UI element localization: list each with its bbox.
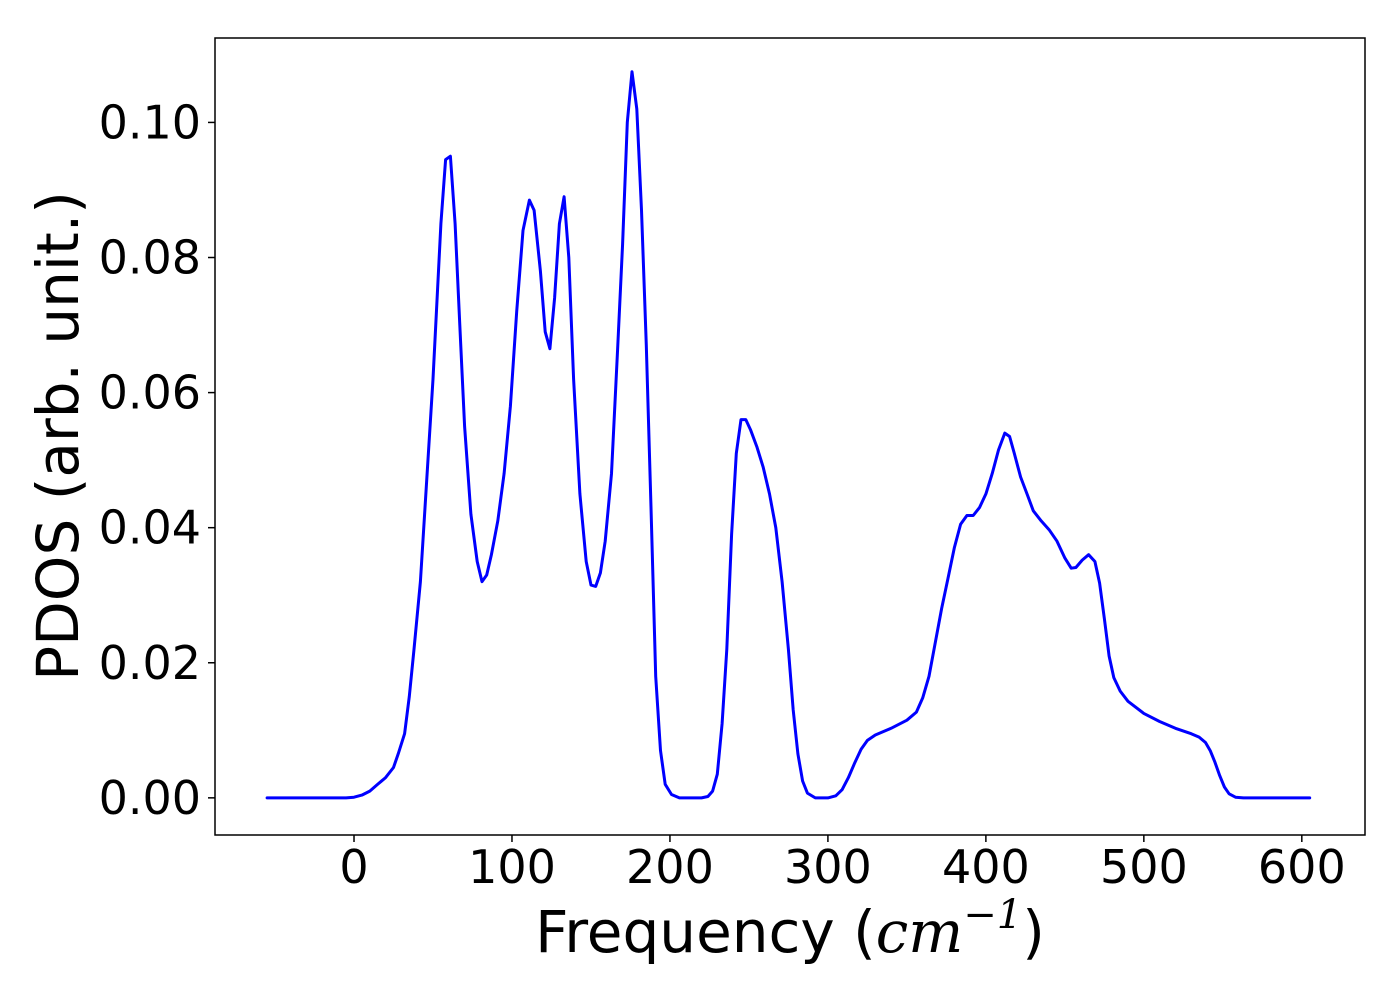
pdos-series-line xyxy=(265,70,1312,800)
y-tick-label: 0.10 xyxy=(99,95,201,149)
x-tick-label: 500 xyxy=(1100,840,1188,894)
x-tick-label: 600 xyxy=(1258,840,1346,894)
x-axis-ticks: 0 100 200 300 400 500 600 xyxy=(339,835,1346,894)
y-tick-label: 0.02 xyxy=(99,636,201,690)
plot-area-frame xyxy=(214,37,1366,836)
series-layer xyxy=(265,70,1312,800)
x-tick-label: 400 xyxy=(942,840,1030,894)
y-tick-label: 0.08 xyxy=(99,231,201,285)
y-axis-title: PDOS (arb. unit.) xyxy=(24,191,92,681)
x-tick-label: 0 xyxy=(339,840,368,894)
y-axis-ticks: 0.00 0.02 0.04 0.06 0.08 0.10 xyxy=(99,95,215,825)
x-tick-label: 100 xyxy=(468,840,556,894)
y-tick-label: 0.04 xyxy=(99,501,201,555)
x-tick-label: 300 xyxy=(784,840,872,894)
x-tick-label: 200 xyxy=(626,840,714,894)
x-axis-title: Frequency (cm−1) xyxy=(535,892,1045,966)
y-tick-label: 0.06 xyxy=(99,366,201,420)
y-tick-label: 0.00 xyxy=(99,771,201,825)
